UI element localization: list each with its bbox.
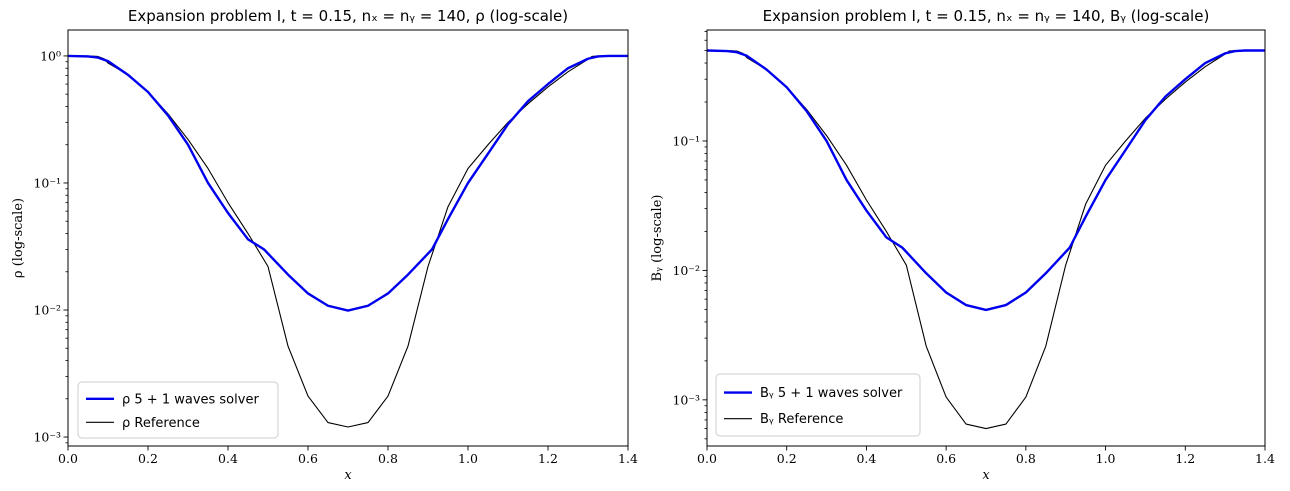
x-tick-label: 1.0 — [458, 451, 478, 466]
legend-label: ρ 5 + 1 waves solver — [122, 392, 259, 407]
legend-label: Bᵧ 5 + 1 waves solver — [760, 386, 903, 401]
x-tick-label: 0.6 — [936, 451, 956, 466]
plot-frame — [706, 29, 1266, 447]
x-tick-label: 0.2 — [138, 451, 158, 466]
x-axis-label: x — [982, 468, 990, 483]
legend-label: Bᵧ Reference — [760, 412, 843, 427]
chart-title: Expansion problem I, t = 0.15, nₓ = nᵧ =… — [763, 7, 1210, 25]
y-tick-label: 10⁻¹ — [33, 175, 61, 190]
chart-panel-2: Expansion problem I, t = 0.15, nₓ = nᵧ =… — [650, 7, 1275, 483]
legend: ρ 5 + 1 waves solver ρ Reference — [77, 381, 279, 439]
x-tick-label: 0.4 — [218, 451, 238, 466]
legend: Bᵧ 5 + 1 waves solver Bᵧ Reference — [715, 373, 921, 437]
x-tick-label: 0.6 — [298, 451, 318, 466]
chart-title: Expansion problem I, t = 0.15, nₓ = nᵧ =… — [128, 7, 568, 25]
y-axis-label: ρ (log-scale) — [11, 198, 26, 278]
x-tick-label: 1.4 — [1255, 451, 1275, 466]
y-tick-label: 10⁻³ — [33, 430, 61, 445]
x-tick-label: 1.2 — [1175, 451, 1195, 466]
x-tick-label: 0.8 — [378, 451, 398, 466]
x-tick-label: 0.8 — [1016, 451, 1036, 466]
x-tick-label: 1.2 — [538, 451, 558, 466]
legend-box — [715, 373, 921, 437]
x-axis-label: x — [344, 468, 352, 483]
x-tick-label: 0.0 — [58, 451, 78, 466]
plot-frame — [67, 29, 629, 447]
y-tick-label: 10⁰ — [40, 48, 61, 63]
x-tick-label: 0.2 — [777, 451, 797, 466]
x-tick-label: 1.0 — [1096, 451, 1116, 466]
x-tick-label: 0.4 — [856, 451, 876, 466]
y-tick-label: 10⁻³ — [672, 392, 700, 407]
x-tick-label: 0.0 — [697, 451, 717, 466]
y-tick-label: 10⁻¹ — [672, 133, 700, 148]
legend-label: ρ Reference — [122, 416, 200, 431]
chart-panel-1: Expansion problem I, t = 0.15, nₓ = nᵧ =… — [11, 7, 638, 483]
y-tick-label: 10⁻² — [33, 302, 61, 317]
series-line-solver — [707, 49, 1265, 312]
y-tick-label: 10⁻² — [672, 263, 700, 278]
x-tick-label: 1.4 — [618, 451, 638, 466]
series-line-solver — [68, 54, 628, 312]
legend-box — [77, 381, 279, 439]
y-axis-label: Bᵧ (log-scale) — [650, 195, 665, 282]
